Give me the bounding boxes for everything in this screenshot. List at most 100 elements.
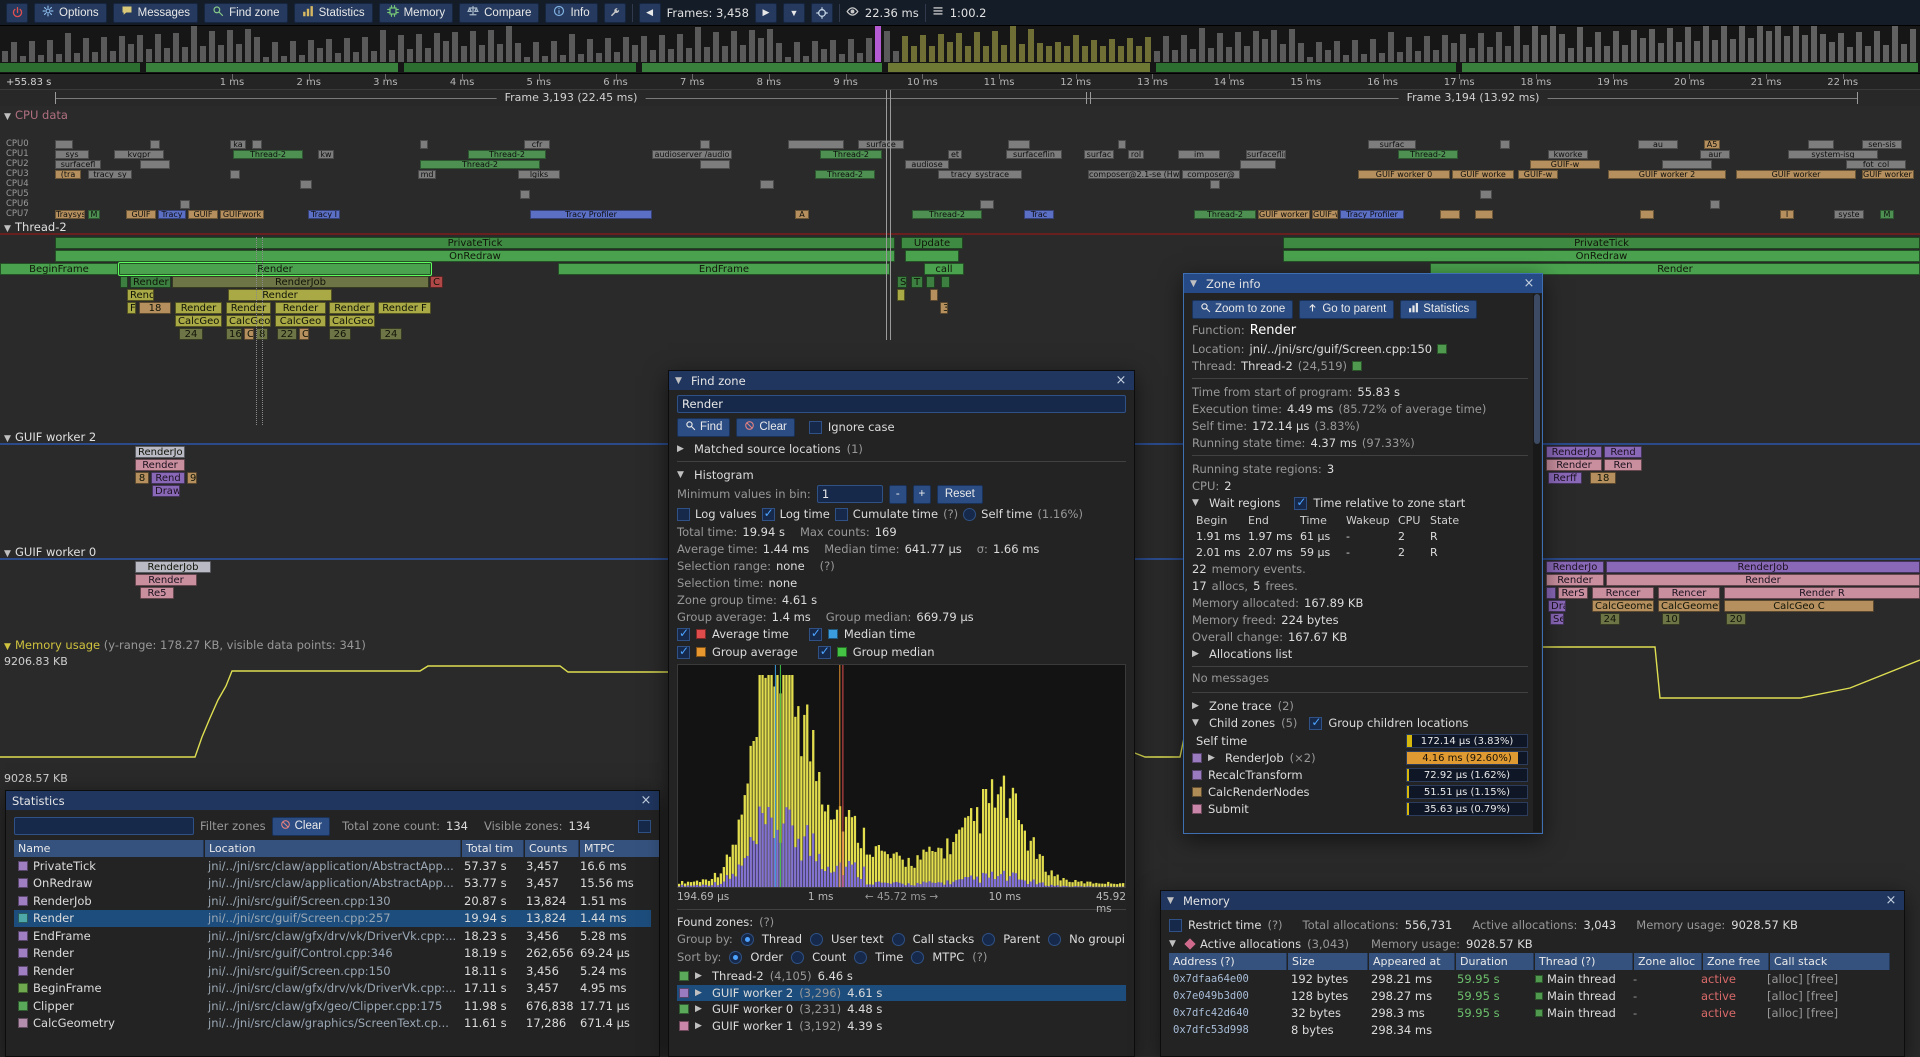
timeline-zone[interactable]: OnRedraw	[1283, 250, 1920, 262]
cpu-zone[interactable]: fot_col	[1846, 160, 1906, 169]
frame-bar[interactable]	[1550, 26, 1556, 62]
frame-bar[interactable]	[1523, 45, 1529, 62]
frame-bar[interactable]	[1874, 31, 1880, 62]
frame-bar[interactable]	[173, 33, 179, 62]
child-zone-row[interactable]: Self time 172.14 μs (3.83%)	[1192, 732, 1528, 749]
frame-bar[interactable]	[407, 49, 413, 62]
cpu-zone[interactable]	[150, 140, 160, 149]
cpu-zone[interactable]: Thread-2	[1398, 150, 1458, 159]
frame-bar[interactable]	[470, 31, 476, 62]
frame-bar[interactable]	[1379, 53, 1385, 62]
timeline-zone[interactable]: PrivateTick	[1283, 237, 1920, 249]
cpu-zone[interactable]: A	[795, 210, 809, 219]
column-header[interactable]: Zone free	[1703, 953, 1769, 970]
timeline-zone[interactable]: Rencer	[1592, 587, 1654, 599]
frame-bar[interactable]	[1721, 26, 1727, 62]
frame-bar[interactable]	[1487, 47, 1493, 62]
cpu-zone[interactable]: Tracy	[158, 210, 186, 219]
cpu-zone[interactable]	[520, 190, 530, 199]
timeline-zone[interactable]: 10	[1662, 613, 1680, 625]
frame-bar[interactable]	[578, 54, 584, 62]
power-button[interactable]	[6, 2, 28, 23]
expand-arrow-icon[interactable]: ▶	[1192, 648, 1199, 659]
frame-bar[interactable]	[659, 35, 665, 62]
frame-segment[interactable]	[146, 63, 398, 72]
timeline-zone[interactable]: OnRedraw	[55, 250, 895, 262]
cpu-zone[interactable]: ka	[230, 140, 246, 149]
timeline-zone[interactable]: Render	[226, 302, 271, 314]
timeline-zone[interactable]: RenderJob	[135, 561, 211, 573]
frame-bar[interactable]	[326, 39, 332, 62]
frame-bar[interactable]	[164, 48, 170, 62]
frame-bar[interactable]	[1118, 46, 1124, 62]
frame-bar[interactable]	[1748, 38, 1754, 62]
timeline-zone[interactable]: Render	[135, 459, 185, 471]
reset-button[interactable]: Reset	[936, 484, 983, 504]
frame-bar[interactable]	[218, 45, 224, 62]
frame-bar[interactable]	[884, 31, 890, 62]
frame-bar[interactable]	[1190, 49, 1196, 62]
frame-bar[interactable]	[857, 53, 863, 62]
timeline-zone[interactable]: CalcGeo C	[1724, 600, 1874, 612]
cpu-zone[interactable]: Thread-2	[1194, 210, 1256, 219]
frame-bar[interactable]	[740, 45, 746, 62]
timeline-zone[interactable]: 16	[226, 328, 242, 340]
frame-bar[interactable]	[695, 27, 701, 62]
frame-bar[interactable]	[1577, 27, 1583, 62]
timeline-zone[interactable]	[897, 289, 905, 301]
clear-filter-button[interactable]: Clear	[271, 816, 331, 836]
cpu-zone[interactable]	[1008, 140, 1030, 149]
histogram-section-row[interactable]: ▼ Histogram	[677, 466, 1126, 483]
frame-bar[interactable]	[1784, 36, 1790, 62]
frame-bar[interactable]	[1595, 32, 1601, 62]
cumulate-time-checkbox[interactable]	[834, 507, 848, 521]
cpu-zone[interactable]	[1210, 180, 1220, 189]
frame-bar[interactable]	[47, 40, 53, 62]
cpu-zone[interactable]: sen-sis	[1862, 140, 1902, 149]
timeline-zone[interactable]: Rende	[127, 289, 154, 301]
frame-bar[interactable]	[866, 38, 872, 62]
frame-bar[interactable]	[1019, 44, 1025, 62]
frame-markers[interactable]: Frame 3,193 (22.45 ms) Frame 3,194 (13.92…	[0, 90, 1920, 106]
sort-by-radio-count[interactable]	[791, 950, 805, 964]
zone-info-button-go-to-parent[interactable]: Go to parent	[1299, 299, 1395, 319]
frame-bar[interactable]	[569, 34, 575, 62]
allocations-list-row[interactable]: ▶ Allocations list	[1192, 645, 1528, 662]
frame-bar[interactable]	[992, 31, 998, 62]
expand-arrow-icon[interactable]: ▶	[677, 443, 684, 454]
frame-bar[interactable]	[1505, 46, 1511, 62]
timeline-zone[interactable]: C	[430, 276, 443, 288]
column-header[interactable]: Counts	[525, 840, 579, 857]
timeline-zone[interactable]: 26	[329, 328, 351, 340]
frame-bar[interactable]	[290, 41, 296, 62]
cpu-zone[interactable]	[980, 200, 994, 209]
frame-bar[interactable]	[524, 57, 530, 62]
cpu-zone[interactable]: GUIF worker 2	[1608, 170, 1726, 179]
cpu-zone[interactable]	[1662, 160, 1712, 169]
timeline-zone[interactable]: T	[911, 276, 923, 288]
cpu-zone[interactable]	[230, 170, 240, 179]
frame-bar[interactable]	[1037, 43, 1043, 62]
frame-bar[interactable]	[416, 34, 422, 62]
frame-bar[interactable]	[335, 53, 341, 62]
frame-dropdown-button[interactable]: ▼	[782, 2, 805, 23]
frame-bar[interactable]	[1703, 26, 1709, 62]
cpu-zone[interactable]: I	[1780, 210, 1794, 219]
toolbar-button-find-zone[interactable]: Find zone	[204, 2, 288, 23]
timeline-zone[interactable]: CalcGeo	[275, 315, 326, 327]
cpu-zone[interactable]: GUIF worker 2	[1862, 170, 1914, 179]
frame-segment[interactable]	[888, 63, 1150, 72]
cpu-zone[interactable]	[1640, 210, 1654, 219]
frame-bar[interactable]	[1676, 42, 1682, 62]
table-row[interactable]: RenderJob jni/../jni/src/guif/Screen.cpp:…	[14, 892, 651, 910]
frame-bar[interactable]	[938, 34, 944, 62]
timeline-zone[interactable]: Sef	[1550, 613, 1564, 625]
frame-bar[interactable]	[182, 47, 188, 62]
frame-bar[interactable]	[1685, 27, 1691, 62]
column-header[interactable]: Size	[1288, 953, 1368, 970]
timeline-zone[interactable]: PrivateTick	[55, 237, 895, 249]
cpu-zone[interactable]	[420, 140, 428, 149]
timeline-zone[interactable]: S	[897, 276, 907, 288]
zone-info-button-statistics[interactable]: Statistics	[1400, 299, 1478, 319]
frame-bar[interactable]	[839, 54, 845, 62]
